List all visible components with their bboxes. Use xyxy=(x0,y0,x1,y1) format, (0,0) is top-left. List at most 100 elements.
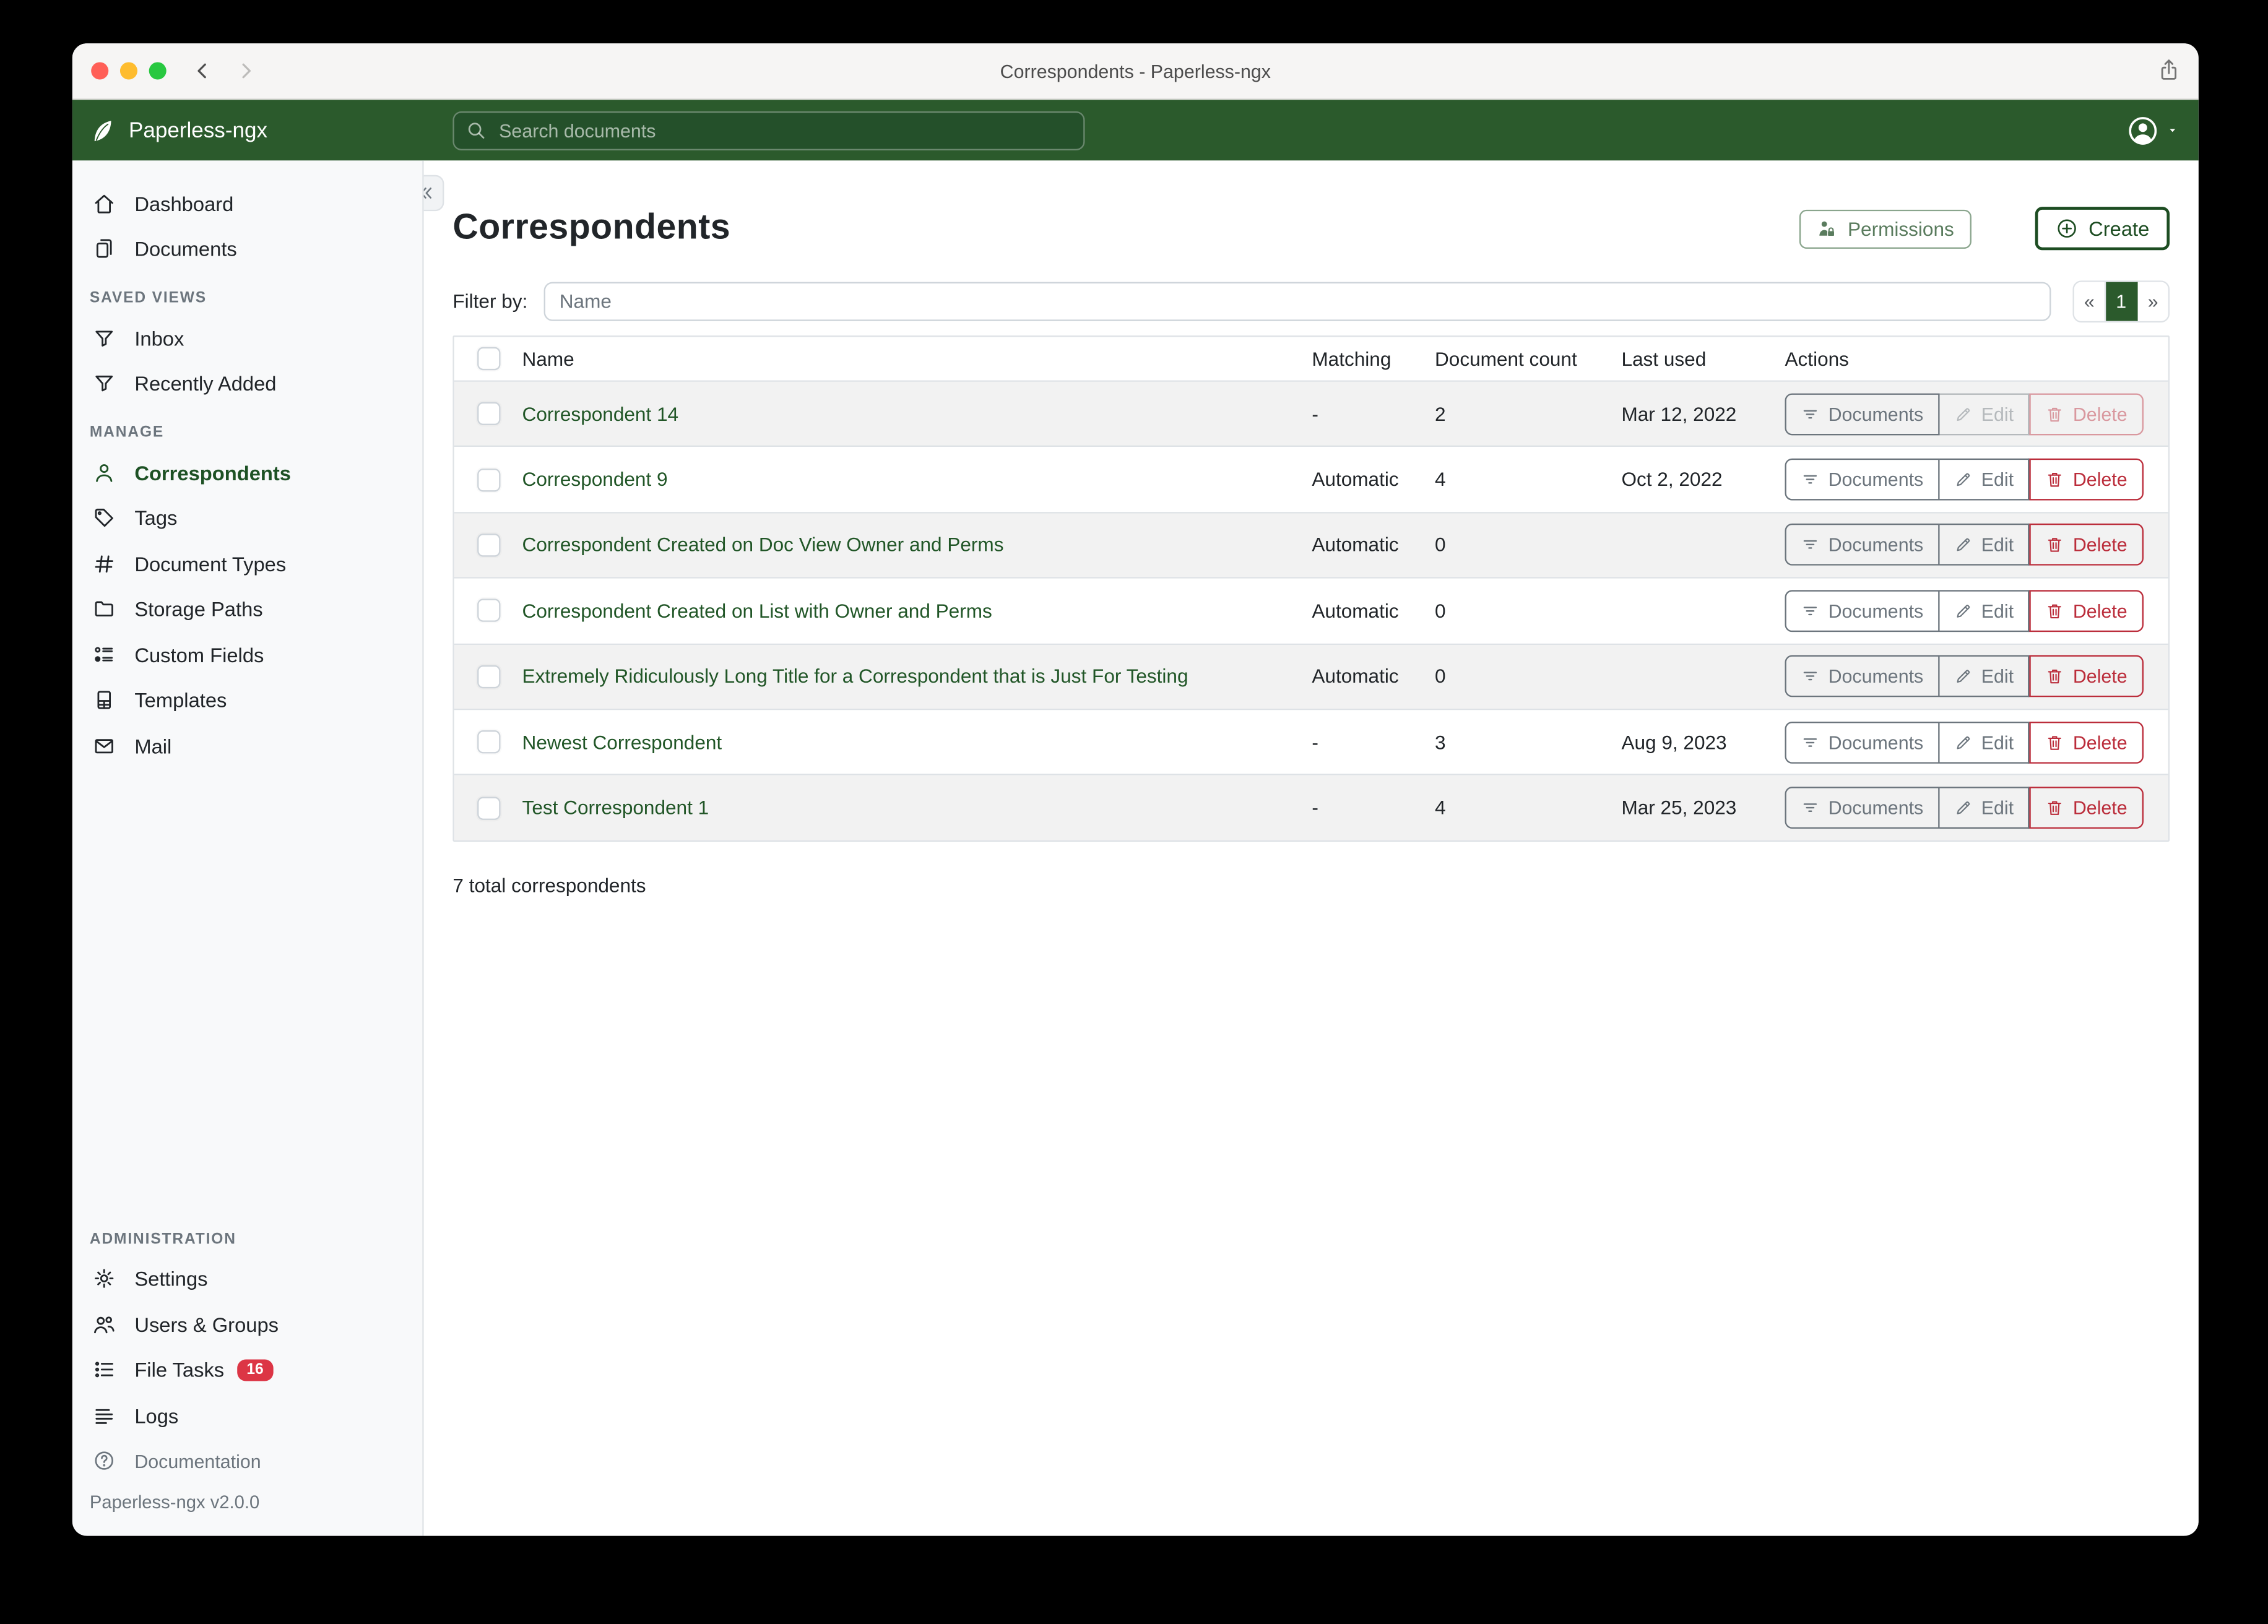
pencil-icon xyxy=(1954,536,1972,555)
sidebar-section-heading-administration: ADMINISTRATION xyxy=(89,1230,236,1248)
brand-name: Paperless-ngx xyxy=(128,118,268,143)
correspondent-name-link[interactable]: Extremely Ridiculously Long Title for a … xyxy=(522,665,1188,688)
row-actions: Documents Edit Delete xyxy=(1785,721,2144,763)
zoom-window-button[interactable] xyxy=(149,62,167,80)
sidebar-section-heading-saved-views: SAVED VIEWS xyxy=(89,289,207,307)
documents-button[interactable]: Documents xyxy=(1785,787,1939,829)
users-icon xyxy=(93,1313,116,1336)
sidebar-item-logs[interactable]: Logs xyxy=(72,1393,422,1438)
sidebar-item-storage-paths[interactable]: Storage Paths xyxy=(72,587,422,633)
matching-value: Automatic xyxy=(1312,665,1399,688)
pagination-prev-button[interactable]: « xyxy=(2074,282,2106,321)
tasks-icon xyxy=(93,1358,116,1381)
matching-value: Automatic xyxy=(1312,469,1399,491)
window-titlebar: Correspondents - Paperless-ngx xyxy=(72,43,2199,100)
row-checkbox[interactable] xyxy=(476,665,500,688)
close-window-button[interactable] xyxy=(91,62,109,80)
correspondent-name-link[interactable]: Correspondent Created on List with Owner… xyxy=(522,600,992,622)
edit-button[interactable]: Edit xyxy=(1939,655,2030,698)
chevron-down-icon xyxy=(2165,123,2179,137)
correspondent-name-link[interactable]: Test Correspondent 1 xyxy=(522,797,709,819)
sidebar-item-label: Users & Groups xyxy=(134,1313,279,1336)
sidebar-item-templates[interactable]: Templates xyxy=(72,678,422,723)
edit-button[interactable]: Edit xyxy=(1939,590,2030,632)
edit-button[interactable]: Edit xyxy=(1939,524,2030,566)
row-checkbox[interactable] xyxy=(476,468,500,491)
sidebar-section-heading-manage: MANAGE xyxy=(89,423,165,441)
pagination-page-1[interactable]: 1 xyxy=(2106,282,2138,321)
permissions-button-label: Permissions xyxy=(1847,217,1954,240)
row-checkbox[interactable] xyxy=(476,533,500,557)
sidebar-item-file-tasks[interactable]: File Tasks 16 xyxy=(72,1347,422,1393)
edit-button[interactable]: Edit xyxy=(1939,721,2030,763)
share-icon[interactable] xyxy=(2157,58,2181,82)
window-controls xyxy=(91,62,167,80)
documents-button-label: Documents xyxy=(1828,534,1924,556)
filter-lines-icon xyxy=(1801,536,1819,555)
correspondent-name-link[interactable]: Newest Correspondent xyxy=(522,731,722,753)
documents-button[interactable]: Documents xyxy=(1785,392,1939,435)
sidebar-item-documentation[interactable]: Documentation xyxy=(72,1438,422,1484)
sidebar-item-mail[interactable]: Mail xyxy=(72,723,422,769)
row-actions: Documents Edit Delete xyxy=(1785,392,2144,435)
create-button[interactable]: Create xyxy=(2035,207,2170,251)
documents-button[interactable]: Documents xyxy=(1785,458,1939,501)
row-checkbox[interactable] xyxy=(476,730,500,754)
filter-lines-icon xyxy=(1801,405,1819,423)
sidebar-item-recently-added[interactable]: Recently Added xyxy=(72,361,422,407)
column-header-actions: Actions xyxy=(1785,347,1849,370)
sidebar-item-inbox[interactable]: Inbox xyxy=(72,315,422,361)
documents-button[interactable]: Documents xyxy=(1785,721,1939,763)
permissions-button[interactable]: Permissions xyxy=(1799,209,1972,248)
delete-button-label: Delete xyxy=(2072,469,2127,491)
select-all-checkbox[interactable] xyxy=(476,347,500,371)
delete-button[interactable]: Delete xyxy=(2029,721,2144,763)
sidebar-collapse-button[interactable] xyxy=(423,175,444,212)
documents-button[interactable]: Documents xyxy=(1785,524,1939,566)
sidebar-item-custom-fields[interactable]: Custom Fields xyxy=(72,632,422,678)
correspondent-name-link[interactable]: Correspondent Created on Doc View Owner … xyxy=(522,534,1004,556)
plus-circle-icon xyxy=(2055,217,2078,240)
brand[interactable]: Paperless-ngx xyxy=(89,116,267,144)
delete-button[interactable]: Delete xyxy=(2029,787,2144,829)
sidebar-item-documents[interactable]: Documents xyxy=(72,227,422,272)
paperless-leaf-logo-icon xyxy=(89,116,116,144)
sidebar-item-dashboard[interactable]: Dashboard xyxy=(72,181,422,227)
sidebar-item-correspondents[interactable]: Correspondents xyxy=(72,450,422,496)
sidebar-item-label: Dashboard xyxy=(134,192,234,215)
document-count-value: 4 xyxy=(1435,797,1446,819)
pagination-next-button[interactable]: » xyxy=(2137,282,2168,321)
delete-button[interactable]: Delete xyxy=(2029,655,2144,698)
documents-button[interactable]: Documents xyxy=(1785,655,1939,698)
documents-button[interactable]: Documents xyxy=(1785,590,1939,632)
document-count-value: 3 xyxy=(1435,731,1446,753)
sidebar-item-users-groups[interactable]: Users & Groups xyxy=(72,1302,422,1347)
row-checkbox[interactable] xyxy=(476,402,500,426)
row-checkbox[interactable] xyxy=(476,796,500,819)
edit-button[interactable]: Edit xyxy=(1939,787,2030,829)
filter-lines-icon xyxy=(1801,798,1819,817)
correspondent-name-link[interactable]: Correspondent 14 xyxy=(522,403,679,425)
delete-button[interactable]: Delete xyxy=(2029,590,2144,632)
search-input[interactable] xyxy=(496,118,1084,143)
correspondent-name-link[interactable]: Correspondent 9 xyxy=(522,469,668,491)
user-avatar-icon xyxy=(2126,113,2160,147)
browser-back-icon[interactable] xyxy=(193,61,213,81)
sidebar-item-settings[interactable]: Settings xyxy=(72,1256,422,1302)
filter-name-input[interactable] xyxy=(543,282,2051,321)
logs-icon xyxy=(93,1404,116,1427)
documents-button-label: Documents xyxy=(1828,665,1924,688)
delete-button[interactable]: Delete xyxy=(2029,524,2144,566)
delete-button[interactable]: Delete xyxy=(2029,458,2144,501)
sidebar-item-document-types[interactable]: Document Types xyxy=(72,541,422,587)
filter-lines-icon xyxy=(1801,667,1819,686)
sidebar-item-tags[interactable]: Tags xyxy=(72,495,422,541)
last-used-value: Mar 25, 2023 xyxy=(1621,797,1737,819)
sidebar-item-label: Documentation xyxy=(134,1450,261,1472)
column-header-last-used: Last used xyxy=(1621,347,1707,370)
user-menu[interactable] xyxy=(2126,113,2179,147)
minimize-window-button[interactable] xyxy=(119,62,137,80)
edit-button[interactable]: Edit xyxy=(1939,458,2030,501)
matching-value: - xyxy=(1312,403,1318,425)
row-checkbox[interactable] xyxy=(476,599,500,623)
